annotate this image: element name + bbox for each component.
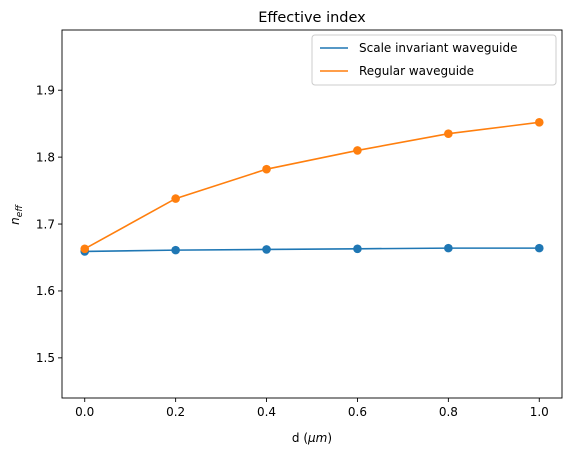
- data-point-scale-invariant: [444, 243, 453, 253]
- series-line-scale-invariant: [84, 247, 540, 253]
- data-point-regular: [171, 194, 180, 203]
- data-point-scale-invariant: [171, 245, 180, 255]
- data-point-scale-invariant: [534, 243, 544, 253]
- data-point-regular: [534, 118, 544, 127]
- x-axis-title-close: ): [327, 431, 332, 445]
- y-axis-title: neff: [8, 204, 25, 225]
- y-tick-label: 1.9: [36, 84, 55, 98]
- y-tick-label: 1.5: [36, 351, 55, 365]
- x-axis: 0.0 0.2 0.4 0.6 0.8 1.0: [75, 398, 549, 419]
- data-point-regular: [353, 146, 362, 155]
- data-point-regular: [80, 244, 90, 254]
- y-axis-title-subscript: eff: [15, 204, 25, 218]
- legend-box: [311, 34, 557, 86]
- legend-label-regular: Regular waveguide: [359, 64, 474, 78]
- x-tick-label: 0.4: [257, 405, 276, 419]
- data-point-scale-invariant: [353, 244, 362, 254]
- x-tick-label: 0.2: [166, 405, 185, 419]
- x-tick-label: 0.0: [75, 405, 94, 419]
- x-tick-label: 0.8: [439, 405, 458, 419]
- plot-frame: [61, 29, 563, 399]
- plot-area: [80, 118, 544, 256]
- data-point-regular: [444, 129, 453, 139]
- x-axis-title-unit: μm: [307, 431, 327, 445]
- y-axis: 1.5 1.6 1.7 1.8 1.9: [36, 84, 62, 365]
- x-axis-title-text: d (: [292, 431, 308, 445]
- x-tick-label: 1.0: [530, 405, 549, 419]
- data-point-scale-invariant: [262, 245, 271, 254]
- x-tick-label: 0.6: [348, 405, 367, 419]
- legend: Scale invariant waveguide Regular wavegu…: [311, 34, 557, 86]
- series-line-regular: [84, 121, 540, 250]
- chart-title: Effective index: [258, 10, 366, 26]
- y-tick-label: 1.7: [36, 217, 55, 231]
- data-point-regular: [262, 164, 271, 174]
- x-axis-title: d (μm): [292, 431, 332, 445]
- y-axis-title-base: n: [8, 217, 22, 225]
- legend-label-scale-invariant: Scale invariant waveguide: [359, 41, 517, 55]
- y-tick-label: 1.6: [36, 284, 55, 298]
- y-tick-label: 1.8: [36, 150, 55, 164]
